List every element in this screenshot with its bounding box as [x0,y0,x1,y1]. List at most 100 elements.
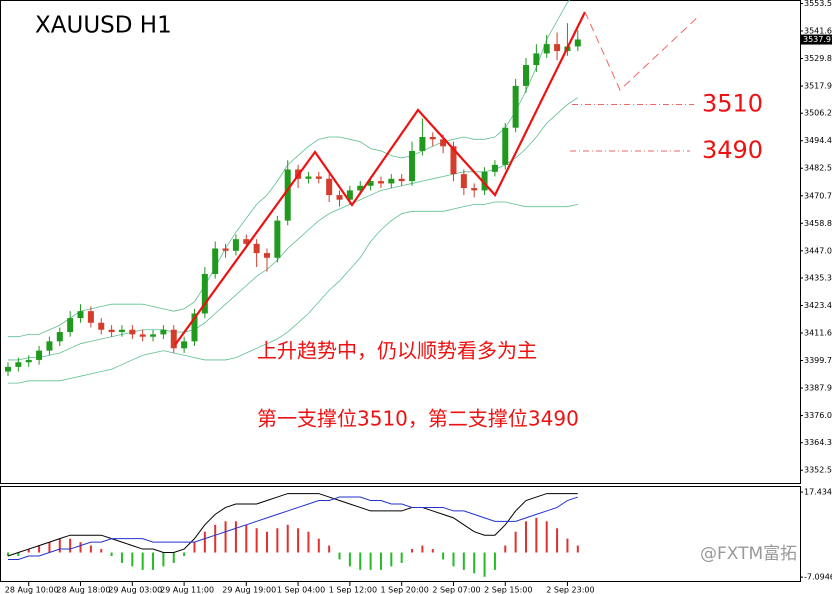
candle-body [502,127,509,165]
annotation: 上升趋势中，仍以顺势看多为主 [257,339,537,363]
y-tick-label: 3447.00 [804,246,832,255]
candle-body [160,329,167,335]
x-tick-label: 1 Sep 12:00 [329,586,377,594]
indicator-panel-frame [0,486,801,582]
candle-body [440,139,447,147]
candle-body [98,322,105,330]
candle-body [284,169,291,221]
x-tick-label: 29 Aug 03:00 [108,586,162,594]
upper-band [8,0,571,338]
last-price-box [801,34,832,45]
candle-body [129,329,136,335]
trend-zigzag [174,11,586,346]
indicator-tick-label: 17.4349 [804,488,832,497]
x-tick-label: 28 Aug 18:00 [57,586,111,594]
indicator-tick-label: -7.0946 [804,573,832,582]
candle-body [357,185,364,191]
candle-body [419,137,426,151]
y-tick-label: 3399.75 [804,356,832,365]
y-tick-label: 3423.45 [804,301,832,310]
x-tick-label: 29 Aug 19:00 [222,586,276,594]
candle-body [512,85,519,128]
candle-body [315,176,322,179]
y-tick-label: 3387.90 [804,384,832,393]
y-tick-label: 3553.50 [804,0,832,8]
x-tick-label: 1 Sep 20:00 [381,586,429,594]
candle-body [543,44,550,54]
y-tick-label: 3506.25 [804,109,832,118]
candle-body [450,146,457,175]
indicator: 17.4349 -7.0946 [7,488,832,582]
watermark: @FXTM富拓 [700,544,797,564]
candle-body [305,176,312,179]
candle-body [36,350,43,360]
x-tick-label: 1 Sep 04:00 [277,586,325,594]
candle-body [398,178,405,182]
y-tick-label: 3458.85 [804,219,832,228]
candle-body [139,334,146,337]
price-panel-frame [0,0,801,484]
candle-body [87,311,94,323]
y-tick-label: 3517.95 [804,82,832,91]
x-tick-label: 2 Sep 07:00 [432,586,480,594]
y-tick-label: 3529.80 [804,54,832,63]
candle-body [15,362,22,367]
candle-body [56,332,63,342]
candle-body [150,334,157,337]
candle-body [5,366,11,372]
candle-body [429,137,436,140]
candle-body [118,329,125,333]
candle-body [388,178,395,184]
y-tick-label: 3364.35 [804,438,832,447]
candle-body [367,181,374,186]
y-tick-label: 3352.50 [804,466,832,475]
candle-body [77,311,84,319]
last-price-label: 3537.97 [803,35,832,44]
candle-body [212,248,219,275]
candle-body [574,39,581,47]
x-tick-label: 2 Sep 23:00 [546,586,594,594]
labels: XAUUSD H1 上升趋势中，仍以顺势看多为主 第一支撑位3510，第二支撑位… [5,0,832,594]
candle-body [191,313,198,342]
candle-body [481,171,488,191]
candle-body [274,220,281,258]
y-tick-label: 3470.70 [804,191,832,200]
candle-body [181,341,188,349]
x-tick-label: 28 Aug 10:00 [5,586,59,594]
support-label: 3510 [702,89,763,117]
candles [5,23,581,377]
candle-body [264,253,270,258]
candle-body [523,65,529,86]
y-tick-label: 3482.55 [804,164,832,173]
y-tick-label: 3376.05 [804,411,832,420]
lower-band [8,201,578,384]
candle-body [108,329,115,333]
candle-body [377,181,384,184]
support-label: 3490 [702,136,763,164]
candle-body [346,190,353,200]
candle-body [471,188,478,191]
candle-body [491,164,498,172]
candle-body [222,248,229,251]
candle-body [409,150,416,182]
y-tick-label: 3435.30 [804,273,832,282]
y-tick-label: 3494.40 [804,136,832,145]
candle-body [201,274,208,314]
candle-body [326,178,333,196]
x-tick-label: 29 Aug 11:00 [160,586,214,594]
candle-body [232,239,239,251]
indicator-signal [8,496,578,560]
candle-body [554,44,561,52]
y-tick-label: 3541.65 [804,27,832,36]
candle-body [46,341,53,351]
candle-body [336,195,343,200]
annotation: 第一支撑位3510，第二支撑位3490 [257,407,579,431]
y-tick-label: 3411.60 [804,328,832,337]
candle-body [533,53,540,66]
candle-body [25,359,32,363]
x-tick-label: 2 Sep 15:00 [484,586,532,594]
indicator-line [7,493,578,557]
candle-body [243,239,250,244]
